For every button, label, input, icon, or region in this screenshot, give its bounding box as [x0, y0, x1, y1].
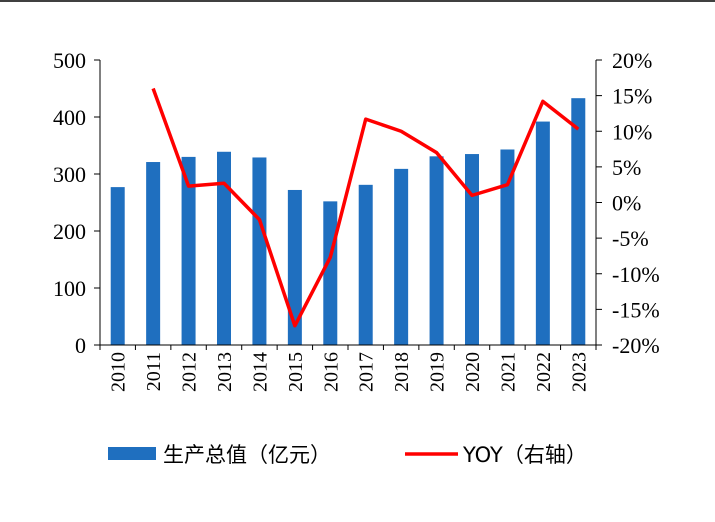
bar-2023: [571, 98, 586, 345]
right-tick-label: -15%: [612, 297, 660, 322]
bar-2016: [323, 201, 338, 345]
legend: 生产总值（亿元） YOY（右轴）: [108, 443, 587, 467]
left-tick-label: 300: [53, 162, 86, 187]
bar-2021: [500, 149, 515, 345]
legend-line-label: YOY（右轴）: [462, 443, 587, 467]
left-tick-label: 0: [75, 333, 86, 358]
x-tick-label: 2021: [497, 352, 519, 392]
bar-2015: [287, 189, 302, 345]
left-tick-label: 400: [53, 105, 86, 130]
x-tick-label: 2016: [320, 352, 342, 392]
x-tick-label: 2017: [356, 352, 378, 392]
x-tick-label: 2010: [108, 352, 130, 392]
bar-2013: [217, 151, 231, 345]
bar-2014: [252, 157, 267, 345]
left-axis-ticks: 0 100 200 300 400 500: [53, 48, 100, 358]
left-tick-label: 100: [53, 276, 86, 301]
x-tick-label: 2018: [391, 352, 413, 392]
x-tick-label: 2023: [568, 352, 590, 392]
left-tick-label: 200: [53, 219, 86, 244]
bar-2017: [358, 184, 373, 345]
x-tick-label: 2019: [427, 352, 449, 392]
x-tick-label: 2011: [143, 352, 165, 391]
right-tick-label: -5%: [612, 226, 649, 251]
x-tick-label: 2012: [179, 352, 201, 392]
right-tick-label: -20%: [612, 333, 660, 358]
x-tick-label: 2014: [249, 352, 271, 392]
bar-2011: [146, 162, 161, 345]
bar-2019: [429, 156, 444, 345]
x-tick-label: 2020: [462, 352, 484, 392]
x-tick-label: 2013: [214, 352, 236, 392]
right-tick-label: 20%: [612, 48, 652, 73]
right-axis-ticks: -20% -15% -10% -5% 0% 5% 10% 15% 20%: [596, 48, 660, 358]
x-tick-label: 2015: [285, 352, 307, 392]
right-tick-label: -10%: [612, 262, 660, 287]
right-tick-label: 5%: [612, 155, 641, 180]
bar-2022: [535, 121, 550, 345]
left-tick-label: 500: [53, 48, 86, 73]
x-axis-ticks: 2010 2011 2012 2013 2014 2015 2016 2017 2018 2019…: [99, 345, 597, 392]
right-tick-label: 15%: [612, 84, 652, 109]
bar-2020: [465, 154, 479, 345]
right-tick-label: 10%: [612, 119, 652, 144]
plot-area: [110, 87, 586, 345]
bar-2010: [110, 187, 125, 345]
bar-2018: [394, 168, 409, 345]
legend-bar-swatch: [108, 447, 156, 460]
x-tick-label: 2022: [533, 352, 555, 392]
legend-bar-label: 生产总值（亿元）: [163, 443, 331, 467]
bar-2012: [181, 156, 196, 345]
right-tick-label: 0%: [612, 191, 641, 216]
